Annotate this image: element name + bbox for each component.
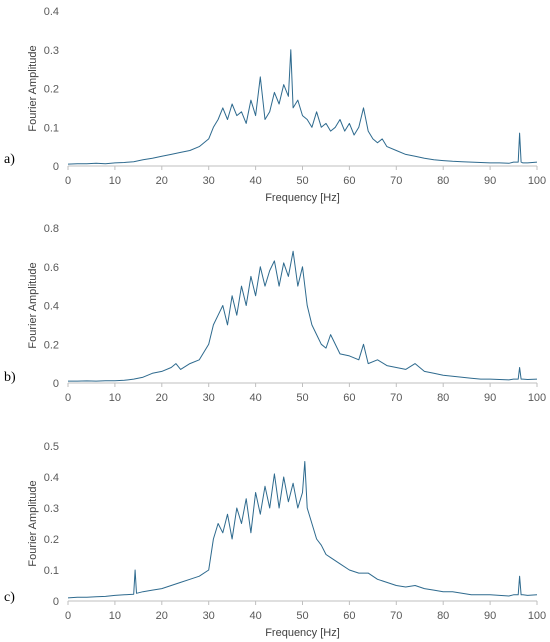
- y-axis-title: Fourier Amplitude: [27, 262, 39, 348]
- x-tick-label: 50: [296, 392, 308, 404]
- chart-panel-c: 0 10 20 30 40 50 60 70 80 90 100 0 0.1 0.2 0.3 0.4 0.5 Fo…: [4, 441, 546, 639]
- x-axis-title: Frequency [Hz]: [265, 192, 340, 204]
- panel-label: b): [4, 370, 16, 385]
- x-tick-label: 90: [484, 392, 496, 404]
- series-line: [68, 250, 538, 382]
- x-tick-label: 10: [109, 175, 121, 187]
- y-tick-label: 0.4: [44, 301, 59, 313]
- x-tick-label: 80: [437, 175, 449, 187]
- x-axis-title: Frequency [Hz]: [265, 627, 340, 639]
- x-tick-label: 0: [65, 392, 71, 404]
- y-tick-label: 0.5: [44, 441, 59, 453]
- x-tick-label: 20: [156, 175, 168, 187]
- chart-panel-b: 0 10 20 30 40 50 60 70 80 90 100 0 0.2 0.4 0.6 0.8 Fouri…: [4, 223, 546, 404]
- x-tick-label: 40: [249, 175, 261, 187]
- y-axis-title: Fourier Amplitude: [27, 480, 39, 566]
- y-axis-title: Fourier Amplitude: [27, 45, 39, 131]
- x-tick-label: 10: [109, 392, 121, 404]
- x-tick-label: 60: [343, 392, 355, 404]
- series-line: [67, 461, 538, 599]
- y-tick-label: 0.8: [44, 223, 59, 235]
- y-tick-label: 0.4: [44, 472, 59, 484]
- y-tick-label: 0.4: [44, 6, 59, 18]
- x-tick-label: 90: [484, 610, 496, 622]
- x-tick-label: 80: [437, 392, 449, 404]
- x-tick-label: 100: [528, 175, 546, 187]
- x-tick-label: 30: [203, 392, 215, 404]
- series-line: [67, 49, 538, 165]
- x-tick-label: 60: [343, 175, 355, 187]
- y-tick-label: 0: [53, 378, 59, 390]
- y-tick-label: 0.1: [44, 122, 59, 134]
- panel-label: c): [4, 590, 15, 605]
- x-tick-label: 70: [390, 610, 402, 622]
- x-tick-label: 40: [249, 392, 261, 404]
- y-tick-label: 0.2: [44, 534, 59, 546]
- x-tick-label: 100: [528, 392, 546, 404]
- y-tick-label: 0.2: [44, 84, 59, 96]
- y-tick-label: 0: [53, 596, 59, 608]
- y-tick-label: 0: [53, 161, 59, 173]
- x-tick-label: 50: [296, 175, 308, 187]
- x-tick-label: 0: [65, 175, 71, 187]
- y-tick-label: 0.6: [44, 262, 59, 274]
- x-tick-label: 70: [390, 392, 402, 404]
- y-tick-label: 0.3: [44, 45, 59, 57]
- x-tick-label: 10: [109, 610, 121, 622]
- y-tick-label: 0.2: [44, 339, 59, 351]
- x-tick-label: 70: [390, 175, 402, 187]
- x-tick-label: 60: [343, 610, 355, 622]
- x-tick-label: 40: [249, 610, 261, 622]
- y-tick-label: 0.3: [44, 503, 59, 515]
- x-tick-label: 80: [437, 610, 449, 622]
- x-tick-label: 0: [65, 610, 71, 622]
- x-tick-label: 30: [203, 175, 215, 187]
- x-tick-label: 20: [156, 610, 168, 622]
- chart-panel-a: 0 10 20 30 40 50 60 70 80 90 100 0 0.1 0.2 0.3 0.4 Fouri…: [4, 6, 546, 204]
- x-tick-label: 100: [528, 610, 546, 622]
- panel-label: a): [4, 152, 15, 167]
- y-tick-label: 0.1: [44, 565, 59, 577]
- x-tick-label: 20: [156, 392, 168, 404]
- x-tick-label: 30: [203, 610, 215, 622]
- x-tick-label: 90: [484, 175, 496, 187]
- x-tick-label: 50: [296, 610, 308, 622]
